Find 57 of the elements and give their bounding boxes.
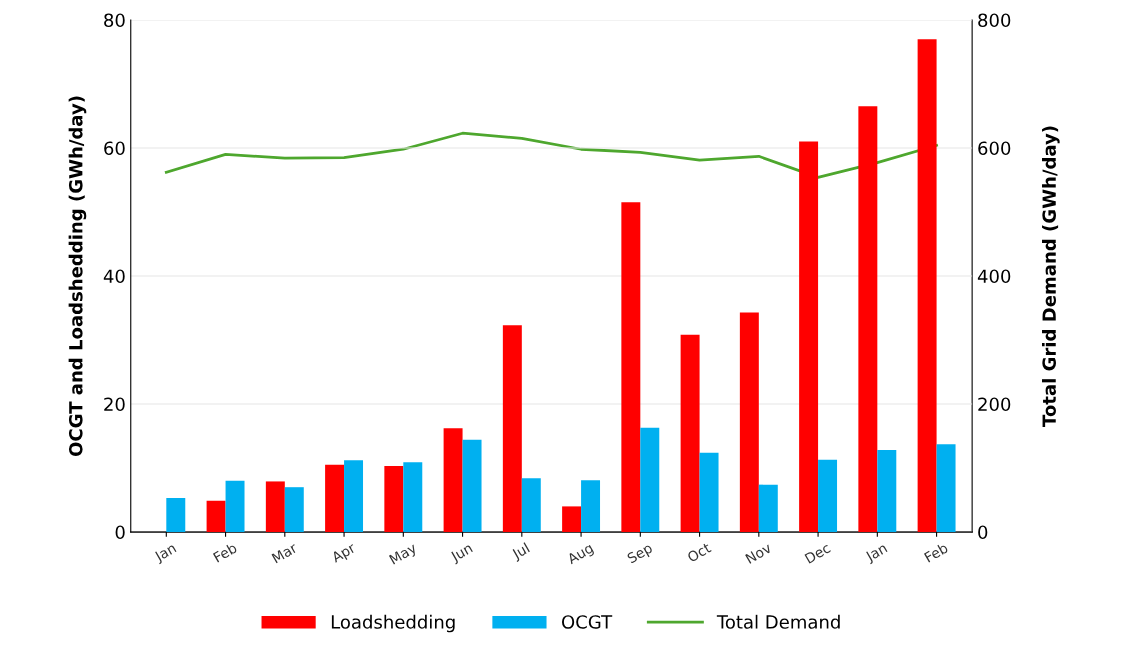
y-tick-label: 20: [104, 397, 125, 412]
x-tick-label: Dec: [804, 542, 831, 564]
bar: [521, 478, 541, 532]
x-tick-label: May: [388, 542, 419, 568]
bar: [640, 427, 660, 532]
bar: [225, 480, 245, 532]
y2-tick-label: 200: [978, 397, 1011, 412]
y2-tick-label: 0: [978, 525, 988, 540]
y-tick-label: 0: [115, 525, 125, 540]
bar: [699, 452, 719, 532]
x-tick-label: Jun: [449, 542, 475, 565]
x-tick-label: Nov: [745, 542, 773, 564]
x-tick-label: Jul: [510, 542, 532, 563]
bar: [325, 464, 345, 532]
y2-tick-label: 800: [978, 13, 1011, 28]
bar: [680, 334, 700, 532]
legend-label: Loadshedding: [331, 614, 455, 633]
y-tick-label: 40: [103, 269, 125, 284]
y2-tick-label: 600: [978, 141, 1011, 156]
x-tick-label: Feb: [923, 542, 949, 563]
bar: [621, 202, 641, 532]
bar: [877, 450, 897, 532]
x-tick-label: Sep: [626, 542, 655, 566]
x-tick-label: Jan: [153, 542, 178, 565]
bar: [799, 141, 819, 532]
y-tick-label: 80: [104, 13, 125, 28]
y-axis-title: OCGT and Loadshedding (GWh/day): [68, 96, 87, 457]
y2-tick-label: 400: [977, 269, 1011, 284]
x-tick-label: Jan: [864, 542, 889, 565]
bar: [818, 459, 838, 532]
bar: [739, 312, 759, 532]
line-series: [164, 131, 938, 179]
bar: [344, 460, 364, 532]
bar: [858, 106, 878, 532]
bar: [502, 325, 522, 532]
y2-axis-title: Total Grid Demand (GWh/day): [1042, 126, 1060, 427]
bar: [936, 444, 956, 532]
x-tick-label: Feb: [212, 542, 238, 563]
bar: [403, 462, 423, 532]
bar: [581, 480, 601, 532]
y-tick-label: 60: [104, 141, 125, 156]
bar: [166, 498, 186, 532]
x-tick-label: Mar: [271, 542, 299, 564]
bar: [284, 487, 304, 532]
x-tick-label: Apr: [330, 542, 358, 566]
legend-label: OCGT: [562, 615, 613, 629]
bar: [443, 428, 463, 532]
bar: [265, 481, 285, 532]
x-tick-label: Oct: [686, 542, 712, 563]
bar: [562, 506, 582, 532]
bar: [758, 484, 778, 532]
bar: [384, 466, 404, 532]
legend-label: Total Demand: [716, 614, 840, 629]
bar: [462, 439, 482, 532]
bar: [206, 500, 226, 532]
bar: [917, 39, 937, 532]
x-tick-label: Aug: [566, 542, 596, 567]
